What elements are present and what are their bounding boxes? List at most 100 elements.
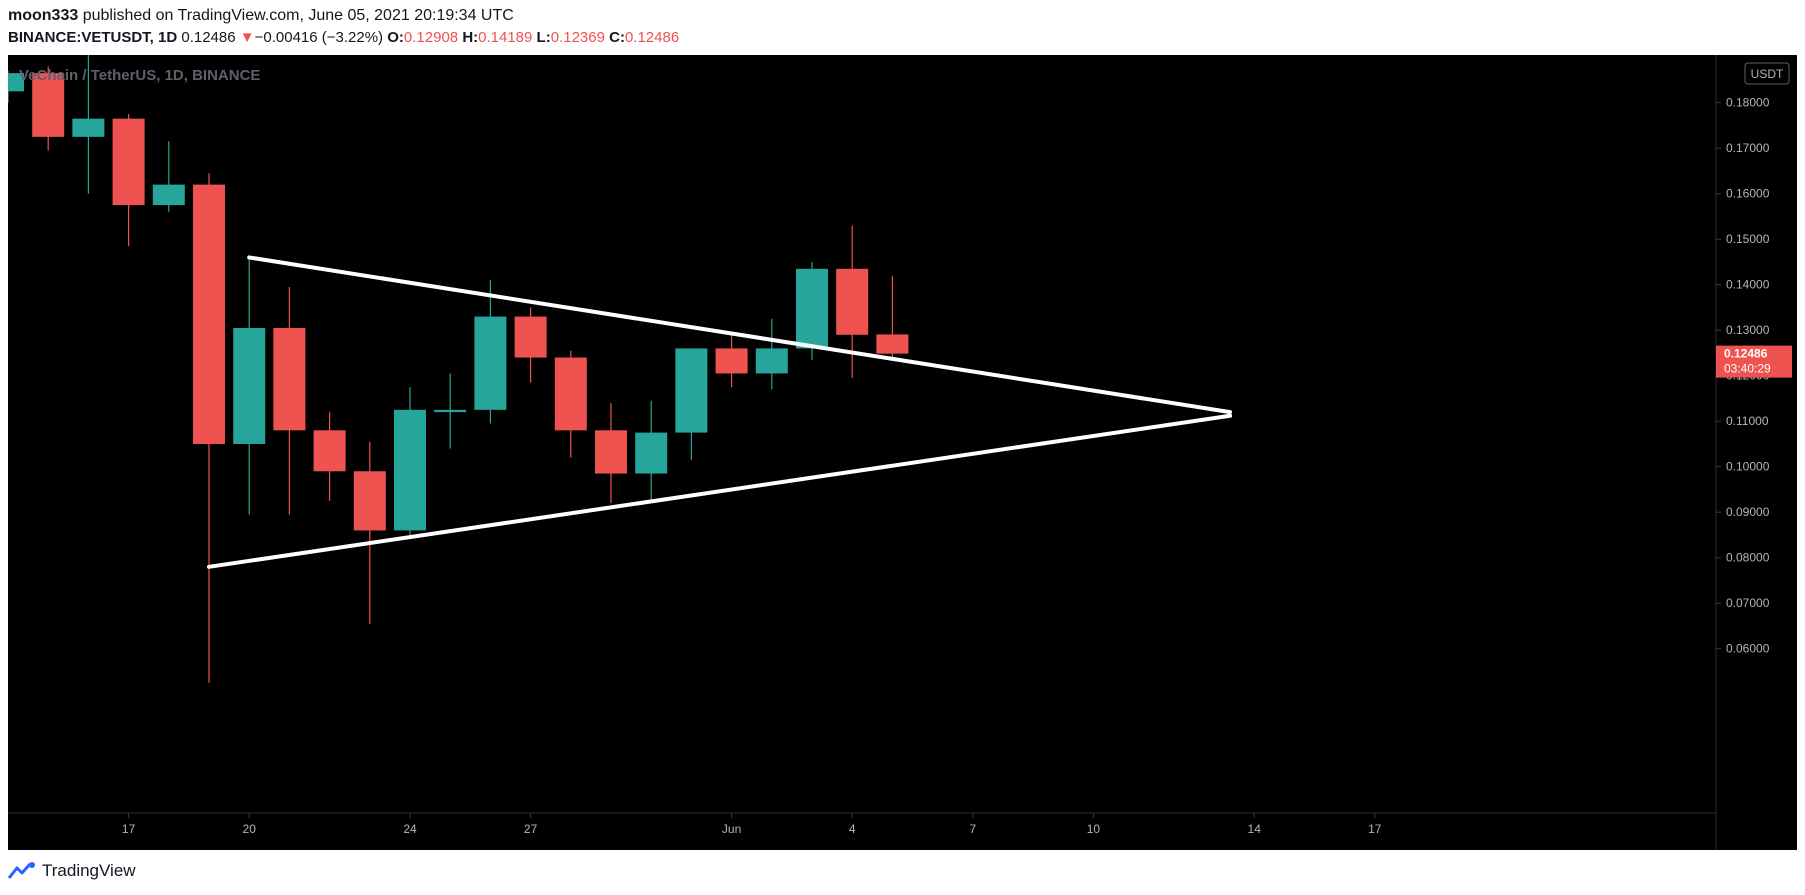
down-arrow-icon: ▼ (239, 29, 255, 46)
candle-17 (675, 348, 708, 460)
candle-14 (554, 350, 587, 458)
publish-info: published on TradingView.com, June 05, 2… (82, 7, 514, 24)
close-value: 0.12486 (624, 29, 680, 46)
x-tick-label: Jun (722, 822, 741, 836)
candle-body (635, 432, 668, 474)
time-axis: 17 20 24 27 Jun 4 7 10 14 17 (122, 813, 1382, 836)
candle-body (715, 348, 748, 374)
y-tick-label: 0.14000 (1726, 278, 1770, 292)
x-tick-label: 10 (1087, 822, 1101, 836)
candles-layer (8, 55, 909, 683)
last-price-box (1716, 345, 1792, 378)
x-tick-label: 4 (849, 822, 856, 836)
trendlines-layer (207, 255, 1233, 569)
high-value: 0.14189 (478, 29, 533, 46)
candle-body (796, 268, 828, 349)
candle-body (394, 409, 426, 531)
trendline-0[interactable] (247, 255, 1233, 415)
candle-20 (796, 261, 828, 360)
candle-body (434, 409, 467, 413)
candle-body (554, 357, 587, 431)
open-value: 0.12908 (403, 29, 459, 46)
candle-body (152, 184, 185, 206)
y-tick-label: 0.11000 (1726, 414, 1769, 428)
candlestick-chart[interactable]: 0.06000 0.07000 0.08000 0.09000 0.10000 0.110… (8, 55, 1797, 850)
candle-12 (474, 280, 507, 424)
ohlc-line: BINANCE:VETUSDT, 1D 0.12486 ▼−0.00416 (−… (8, 28, 679, 48)
y-tick-label: 0.18000 (1726, 96, 1770, 110)
candle-11 (434, 373, 467, 449)
x-tick-label: 17 (1368, 822, 1382, 836)
last-price-label: 0.12486 (1724, 347, 1768, 361)
high-label: H: (462, 29, 479, 46)
candle-body (112, 118, 145, 206)
candle-22 (876, 276, 909, 359)
y-tick-label: 0.15000 (1726, 232, 1770, 246)
last-price: 0.12486 (181, 29, 236, 46)
candle-body (353, 471, 386, 531)
candle-9 (353, 441, 386, 624)
symbol-label: BINANCE:VETUSDT, 1D (8, 29, 178, 46)
candle-body (313, 430, 346, 472)
candle-10 (394, 387, 426, 535)
currency-badge-label: USDT (1751, 67, 1784, 81)
y-tick-label: 0.08000 (1726, 551, 1770, 565)
x-tick-label: 24 (403, 822, 417, 836)
countdown-label: 03:40:29 (1724, 362, 1771, 376)
candle-body (595, 430, 627, 474)
candle-body (273, 327, 306, 431)
x-tick-label: 27 (524, 822, 538, 836)
y-tick-label: 0.17000 (1726, 141, 1770, 155)
candle-body (755, 348, 788, 374)
y-tick-label: 0.16000 (1726, 187, 1770, 201)
y-tick-label: 0.06000 (1726, 642, 1770, 656)
y-tick-label: 0.09000 (1726, 505, 1770, 519)
chart-area[interactable]: 0.06000 0.07000 0.08000 0.09000 0.10000 0.110… (8, 55, 1797, 850)
author-name[interactable]: moon333 (8, 7, 79, 24)
y-tick-label: 0.13000 (1726, 323, 1770, 337)
close-label: C: (609, 29, 625, 46)
candle-body (474, 316, 507, 410)
candle-0 (8, 70, 24, 103)
tradingview-brand: TradingView (42, 861, 136, 880)
candle-19 (755, 318, 788, 390)
candle-7 (273, 287, 306, 515)
candle-body (193, 184, 225, 444)
trendline-1[interactable] (207, 413, 1233, 569)
tradingview-logo[interactable]: TradingView (8, 858, 136, 884)
candle-15 (595, 403, 627, 504)
candle-body (32, 73, 65, 137)
candle-body (675, 348, 708, 433)
y-tick-label: 0.10000 (1726, 460, 1770, 474)
candle-body (836, 268, 869, 335)
chart-title: VeChain / TetherUS, 1D, BINANCE (19, 67, 260, 84)
low-label: L: (536, 29, 551, 46)
candle-3 (112, 114, 145, 247)
currency-badge[interactable]: USDT (1744, 62, 1790, 85)
candle-4 (152, 141, 185, 212)
low-value: 0.12369 (550, 29, 605, 46)
y-tick-label: 0.07000 (1726, 596, 1770, 610)
candle-16 (635, 400, 668, 501)
publish-line: moon333 published on TradingView.com, Ju… (8, 6, 514, 26)
candle-13 (514, 307, 547, 383)
candle-body (233, 327, 266, 444)
candle-18 (715, 332, 748, 388)
x-tick-label: 17 (122, 822, 136, 836)
candle-1 (32, 66, 65, 151)
candle-body (514, 316, 547, 358)
candle-6 (233, 257, 266, 515)
candle-body (72, 118, 105, 137)
candle-2 (72, 55, 105, 194)
x-tick-label: 7 (969, 822, 976, 836)
candle-8 (313, 412, 346, 501)
x-tick-label: 14 (1248, 822, 1262, 836)
open-label: O: (387, 29, 404, 46)
candle-body (876, 334, 909, 354)
candle-body (8, 73, 24, 92)
price-change: −0.00416 (−3.22%) (254, 29, 384, 46)
tradingview-logo-icon (8, 862, 35, 879)
candle-5 (193, 173, 225, 683)
x-tick-label: 20 (243, 822, 257, 836)
